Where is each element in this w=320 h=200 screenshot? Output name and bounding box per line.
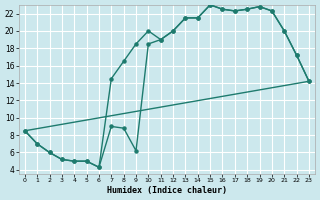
X-axis label: Humidex (Indice chaleur): Humidex (Indice chaleur) <box>107 186 227 195</box>
